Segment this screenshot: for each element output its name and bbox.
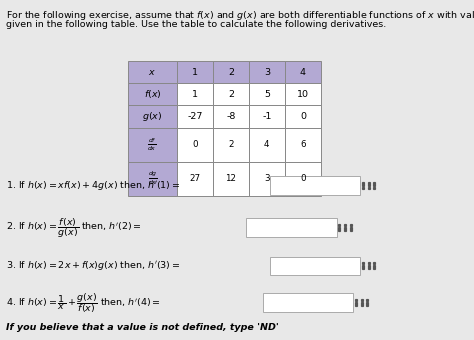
FancyBboxPatch shape: [128, 83, 177, 105]
Text: 2: 2: [228, 68, 234, 77]
Text: For the following exercise, assume that $f(x)$ and $g(x)$ are both differentiabl: For the following exercise, assume that …: [6, 8, 474, 21]
Text: -1: -1: [262, 112, 272, 121]
Text: 12: 12: [225, 174, 237, 183]
Text: $x$: $x$: [148, 68, 156, 77]
Text: 5: 5: [264, 90, 270, 99]
Text: 2. If $h(x) = \dfrac{f(x)}{g(x)}$ then, $h'(2) =$: 2. If $h(x) = \dfrac{f(x)}{g(x)}$ then, …: [6, 216, 142, 240]
Text: 0: 0: [300, 174, 306, 183]
FancyBboxPatch shape: [213, 162, 249, 196]
Text: 6: 6: [300, 140, 306, 149]
Text: If you believe that a value is not defined, type 'ND': If you believe that a value is not defin…: [6, 323, 278, 332]
Text: $\frac{dg}{dx}$: $\frac{dg}{dx}$: [147, 170, 157, 187]
Text: given in the following table. Use the table to calculate the following derivativ: given in the following table. Use the ta…: [6, 20, 386, 29]
FancyBboxPatch shape: [285, 105, 321, 128]
FancyBboxPatch shape: [270, 176, 360, 194]
Text: 4. If $h(x) = \dfrac{1}{x} + \dfrac{g(x)}{f(x)}$ then, $h'(4) =$: 4. If $h(x) = \dfrac{1}{x} + \dfrac{g(x)…: [6, 291, 161, 314]
FancyBboxPatch shape: [285, 61, 321, 83]
Text: $g(x)$: $g(x)$: [142, 110, 163, 123]
Text: 1: 1: [192, 90, 198, 99]
Text: 1. If $h(x) = xf(x) + 4g(x)$ then, $h'(1) =$: 1. If $h(x) = xf(x) + 4g(x)$ then, $h'(1…: [6, 179, 180, 192]
FancyBboxPatch shape: [128, 105, 177, 128]
Text: 0: 0: [300, 112, 306, 121]
FancyBboxPatch shape: [263, 293, 353, 312]
FancyBboxPatch shape: [177, 83, 213, 105]
FancyBboxPatch shape: [249, 61, 285, 83]
Text: 27: 27: [189, 174, 201, 183]
FancyBboxPatch shape: [246, 219, 337, 237]
FancyBboxPatch shape: [128, 162, 177, 196]
Text: -8: -8: [226, 112, 236, 121]
FancyBboxPatch shape: [213, 83, 249, 105]
FancyBboxPatch shape: [213, 105, 249, 128]
Text: 3. If $h(x) = 2x + f(x)g(x)$ then, $h'(3) =$: 3. If $h(x) = 2x + f(x)g(x)$ then, $h'(3…: [6, 259, 180, 272]
FancyBboxPatch shape: [285, 162, 321, 196]
FancyBboxPatch shape: [285, 83, 321, 105]
Text: 2: 2: [228, 140, 234, 149]
FancyBboxPatch shape: [177, 162, 213, 196]
FancyBboxPatch shape: [213, 128, 249, 162]
FancyBboxPatch shape: [249, 162, 285, 196]
FancyBboxPatch shape: [249, 128, 285, 162]
FancyBboxPatch shape: [213, 61, 249, 83]
Text: $\frac{df}{dx}$: $\frac{df}{dx}$: [147, 136, 157, 153]
Text: 1: 1: [192, 68, 198, 77]
FancyBboxPatch shape: [285, 128, 321, 162]
Text: -27: -27: [187, 112, 202, 121]
Text: 4: 4: [264, 140, 270, 149]
FancyBboxPatch shape: [249, 105, 285, 128]
Text: 10: 10: [297, 90, 309, 99]
Text: 3: 3: [264, 68, 270, 77]
Text: 3: 3: [264, 174, 270, 183]
FancyBboxPatch shape: [128, 128, 177, 162]
Text: 2: 2: [228, 90, 234, 99]
Text: 4: 4: [300, 68, 306, 77]
FancyBboxPatch shape: [177, 61, 213, 83]
Text: 0: 0: [192, 140, 198, 149]
Text: $f(x)$: $f(x)$: [144, 88, 161, 100]
FancyBboxPatch shape: [128, 61, 177, 83]
FancyBboxPatch shape: [177, 128, 213, 162]
FancyBboxPatch shape: [177, 105, 213, 128]
FancyBboxPatch shape: [249, 83, 285, 105]
FancyBboxPatch shape: [270, 256, 360, 275]
